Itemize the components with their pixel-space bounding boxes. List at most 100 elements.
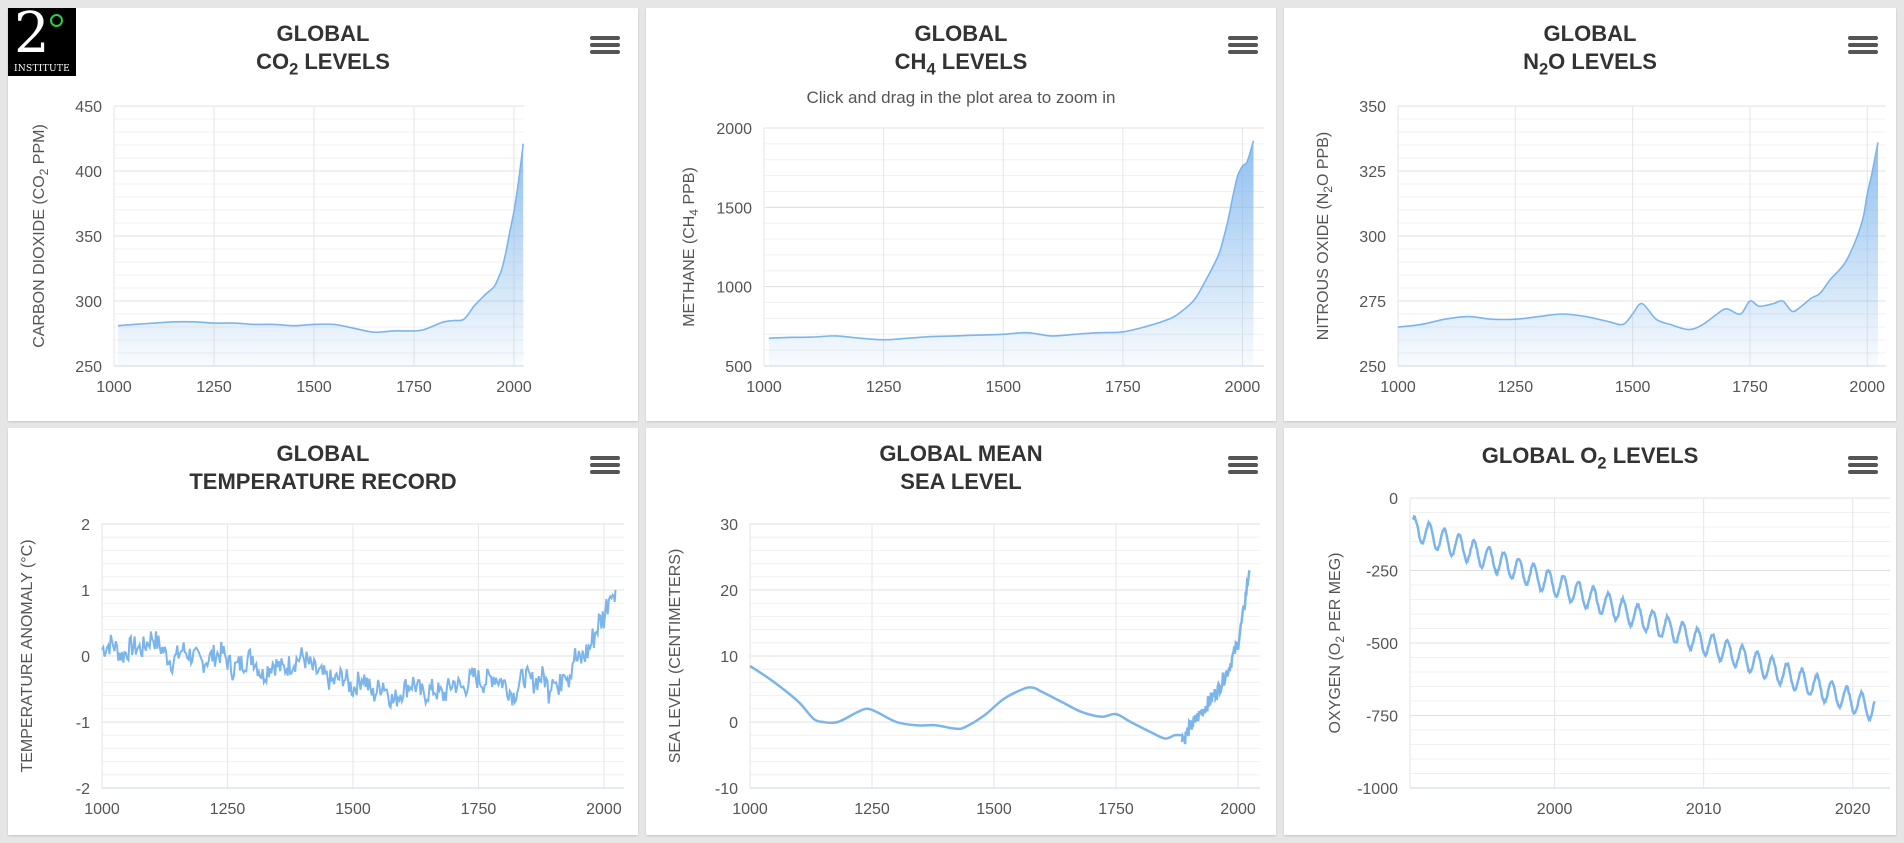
co2-y-axis-label: CARBON DIOXIDE (CO2 PPM) — [31, 124, 51, 348]
co2-chart-panel: GLOBAL CO2 LEVELS 250 300 350 400 450 1000 1250 1… — [8, 8, 638, 421]
ch4-title-line1: GLOBAL — [914, 21, 1008, 46]
temp-y-tick-label: 2 — [81, 517, 90, 534]
ch4-chart-subtitle: Click and drag in the plot area to zoom … — [806, 88, 1116, 107]
temperature-chart-panel: GLOBAL TEMPERATURE RECORD -2 -1 0 1 2 1000 1250 1… — [8, 428, 638, 835]
n2o-x-tick-label: 1500 — [1615, 379, 1651, 396]
co2-x-tick-label: 1500 — [296, 379, 332, 396]
co2-y-tick-label: 250 — [75, 359, 102, 376]
sea-title-line2: SEA LEVEL — [900, 469, 1022, 494]
ch4-title-line2: CH4 LEVELS — [894, 49, 1028, 79]
sea-y-axis-label: SEA LEVEL (CENTIMETERS) — [667, 549, 684, 764]
n2o-x-tick-label: 1750 — [1732, 379, 1768, 396]
n2o-title-line2: N2O LEVELS — [1523, 49, 1657, 79]
co2-series-area — [118, 143, 524, 366]
n2o-x-tick-label: 1000 — [1380, 379, 1416, 396]
temp-chart-title: GLOBAL TEMPERATURE RECORD — [8, 440, 638, 496]
n2o-series-line — [1397, 142, 1879, 331]
ch4-x-tick-label: 1250 — [866, 379, 902, 396]
ch4-x-tick-label: 1750 — [1105, 379, 1141, 396]
sea-level-series-line — [749, 664, 1182, 740]
co2-chart-svg[interactable]: 250 300 350 400 450 1000 1250 1500 1750 2000 CARBO… — [8, 8, 638, 421]
sea-chart-svg[interactable]: -10 0 10 20 30 1000 1250 1500 1750 2000 SEA LEVEL … — [646, 428, 1276, 835]
temp-y-tick-label: -1 — [76, 715, 90, 732]
sea-x-tick-label: 2000 — [1220, 801, 1256, 818]
ch4-x-tick-label: 2000 — [1225, 379, 1261, 396]
n2o-series-area — [1398, 142, 1878, 366]
temp-title-line1: GLOBAL — [276, 441, 370, 466]
co2-title-line2: CO2 LEVELS — [256, 49, 390, 79]
hamburger-menu-icon[interactable] — [590, 454, 620, 480]
n2o-chart-panel: GLOBAL N2O LEVELS 250 275 300 325 350 1000 1250 1… — [1284, 8, 1896, 421]
sea-x-tick-label: 1000 — [732, 801, 768, 818]
ch4-chart-title: GLOBAL CH4 LEVELS — [646, 20, 1276, 83]
n2o-y-tick-label: 250 — [1359, 359, 1386, 376]
hamburger-menu-icon[interactable] — [1848, 34, 1878, 60]
sea-title-line1: GLOBAL MEAN — [879, 441, 1043, 466]
hamburger-menu-icon[interactable] — [1228, 454, 1258, 480]
hamburger-menu-icon[interactable] — [590, 34, 620, 60]
n2o-y-tick-label: 350 — [1359, 99, 1386, 116]
sea-y-tick-label: 30 — [720, 517, 738, 534]
co2-y-tick-label: 300 — [75, 294, 102, 311]
o2-y-tick-label: -500 — [1366, 636, 1398, 653]
n2o-y-tick-label: 300 — [1359, 229, 1386, 246]
o2-x-tick-label: 2020 — [1835, 801, 1871, 818]
ch4-y-tick-label: 1000 — [716, 280, 752, 297]
n2o-x-tick-label: 1250 — [1498, 379, 1534, 396]
ch4-x-tick-label: 1500 — [985, 379, 1021, 396]
temp-x-tick-label: 1500 — [335, 801, 371, 818]
temp-y-tick-label: 1 — [81, 583, 90, 600]
temp-y-tick-label: -2 — [76, 781, 90, 798]
co2-series-line — [117, 143, 524, 334]
temp-y-tick-label: 0 — [81, 649, 90, 666]
ch4-y-tick-label: 1500 — [716, 200, 752, 217]
n2o-y-tick-label: 325 — [1359, 164, 1386, 181]
o2-chart-svg[interactable]: -1000 -750 -500 -250 0 2000 2010 2020 OXYGEN (O2… — [1284, 428, 1896, 835]
o2-chart-title: GLOBAL O2 LEVELS — [1284, 442, 1896, 477]
o2-y-tick-label: 0 — [1389, 491, 1398, 508]
co2-chart-title: GLOBAL CO2 LEVELS — [8, 20, 638, 83]
o2-y-tick-label: -1000 — [1357, 781, 1398, 798]
ch4-series-line — [768, 140, 1255, 341]
n2o-x-tick-label: 2000 — [1849, 379, 1885, 396]
ch4-series-area — [768, 140, 1254, 366]
ch4-chart-svg[interactable]: 500 1000 1500 2000 1000 1250 1500 1750 2000 METHA… — [646, 8, 1276, 421]
temp-chart-svg[interactable]: -2 -1 0 1 2 1000 1250 1500 1750 2000 TEMPERATURE A… — [8, 428, 638, 835]
o2-y-tick-label: -250 — [1366, 564, 1398, 581]
co2-y-tick-label: 350 — [75, 229, 102, 246]
co2-title-line1: GLOBAL — [276, 21, 370, 46]
ch4-y-tick-label: 500 — [725, 359, 752, 376]
o2-x-tick-label: 2000 — [1537, 801, 1573, 818]
co2-y-tick-label: 450 — [75, 99, 102, 116]
ch4-x-tick-label: 1000 — [746, 379, 782, 396]
co2-y-tick-label: 400 — [75, 164, 102, 181]
sea-x-tick-label: 1750 — [1098, 801, 1134, 818]
sea-y-tick-label: 10 — [720, 649, 738, 666]
sea-x-tick-label: 1250 — [854, 801, 890, 818]
o2-series-line — [1411, 514, 1876, 723]
co2-x-tick-label: 1250 — [196, 379, 232, 396]
n2o-chart-title: GLOBAL N2O LEVELS — [1284, 20, 1896, 83]
temp-x-tick-label: 1250 — [210, 801, 246, 818]
temperature-series-line — [101, 589, 617, 711]
hamburger-menu-icon[interactable] — [1848, 454, 1878, 480]
o2-y-axis-label: OXYGEN (O2 PER MEG) — [1327, 553, 1347, 734]
co2-x-tick-label: 1000 — [96, 379, 132, 396]
n2o-y-tick-label: 275 — [1359, 294, 1386, 311]
two-degrees-institute-logo[interactable]: 2 INSTITUTE — [8, 4, 76, 76]
co2-x-tick-label: 2000 — [496, 379, 532, 396]
o2-x-tick-label: 2010 — [1686, 801, 1722, 818]
o2-chart-panel: GLOBAL O2 LEVELS -1000 -750 -500 -250 0 2000 20… — [1284, 428, 1896, 835]
ch4-y-tick-label: 2000 — [716, 121, 752, 138]
sea-x-tick-label: 1500 — [976, 801, 1012, 818]
ch4-chart-panel: GLOBAL CH4 LEVELS Click and drag in the pl… — [646, 8, 1276, 421]
n2o-y-axis-label: NITROUS OXIDE (N2O PPB) — [1315, 132, 1335, 340]
sea-chart-title: GLOBAL MEAN SEA LEVEL — [646, 440, 1276, 496]
hamburger-menu-icon[interactable] — [1228, 34, 1258, 60]
sea-level-recent-series-line — [1180, 570, 1251, 745]
sea-y-tick-label: 20 — [720, 583, 738, 600]
n2o-chart-svg[interactable]: 250 275 300 325 350 1000 1250 1500 1750 2000 NITRO… — [1284, 8, 1896, 421]
o2-y-tick-label: -750 — [1366, 709, 1398, 726]
sea-y-tick-label: 0 — [729, 715, 738, 732]
